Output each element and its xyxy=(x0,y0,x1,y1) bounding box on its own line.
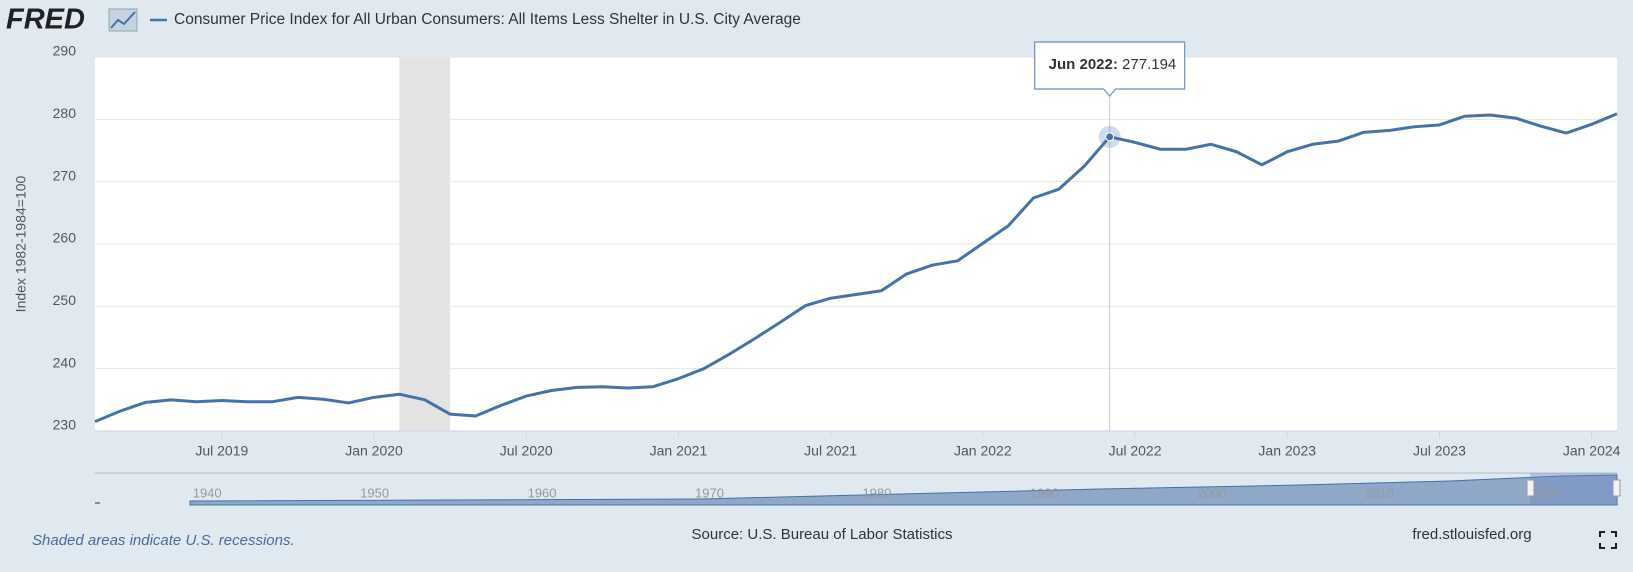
tooltip-value: 277.194 xyxy=(1122,56,1176,73)
navigator-tick-label: 2010 xyxy=(1365,485,1394,500)
tooltip-box xyxy=(1034,41,1186,97)
tooltip-sep: : xyxy=(1113,56,1122,73)
x-tick-label: Jul 2023 xyxy=(1413,443,1466,459)
navigator-tick-label: 1970 xyxy=(695,485,724,500)
tooltip-text: Jun 2022: 277.194 xyxy=(1049,56,1177,73)
navigator-tick-label: 2000 xyxy=(1197,485,1226,500)
navigator-tick-label: 1940 xyxy=(193,485,222,500)
y-tick-label: 230 xyxy=(53,417,77,433)
x-tick-label: Jan 2020 xyxy=(345,443,403,459)
legend-label: Consumer Price Index for All Urban Consu… xyxy=(174,11,801,28)
y-tick-label: 280 xyxy=(53,105,77,121)
y-tick-label: 240 xyxy=(53,354,77,370)
navigator-tick-label: 2020 xyxy=(1532,485,1561,500)
navigator-series xyxy=(189,474,1618,506)
logo-icon xyxy=(108,8,138,32)
fullscreen-button[interactable] xyxy=(1599,531,1617,549)
navigator-handle[interactable] xyxy=(1526,479,1535,497)
x-tick-label: Jan 2021 xyxy=(650,443,708,459)
navigator-tick-label: 1950 xyxy=(360,485,389,500)
x-tick-label: Jul 2020 xyxy=(500,443,553,459)
navigator-handle[interactable] xyxy=(1612,479,1621,497)
navigator-tick-label: 1960 xyxy=(528,485,557,500)
x-tick-label: Jul 2021 xyxy=(804,443,857,459)
x-tick-label: Jan 2023 xyxy=(1258,443,1316,459)
series-line xyxy=(94,112,1618,424)
y-axis-label: Index 1982-1984=100 xyxy=(13,175,29,312)
source: Source: U.S. Bureau of Labor Statistics xyxy=(692,526,953,543)
x-tick-label: Jan 2024 xyxy=(1563,443,1621,459)
y-tick-label: 290 xyxy=(53,43,77,59)
y-tick-label: 270 xyxy=(53,167,77,183)
x-tick-label: Jul 2022 xyxy=(1109,443,1162,459)
x-tick-label: Jul 2019 xyxy=(195,443,248,459)
navigator-selection[interactable] xyxy=(1530,473,1617,505)
site-link[interactable]: fred.stlouisfed.org xyxy=(1412,526,1531,543)
plot: 230 240 250 260 270 280 290 Jul 2019 Jan 2020 Jul… xyxy=(53,41,1621,459)
y-tick-label: 250 xyxy=(53,292,77,308)
tooltip-date: Jun 2022 xyxy=(1049,56,1113,73)
navigator: 1940 1950 1960 1970 1980 1990 2000 2010 2020 xyxy=(193,485,1561,500)
hover-point xyxy=(1105,132,1115,142)
x-tick-label: Jan 2022 xyxy=(954,443,1012,459)
y-tick-label: 260 xyxy=(53,230,77,246)
brand-logo: FRED xyxy=(6,4,85,36)
navigator-tick-label: 1990 xyxy=(1030,485,1059,500)
recession-note: Shaded areas indicate U.S. recessions. xyxy=(32,532,295,549)
navigator-tick-label: 1980 xyxy=(862,485,891,500)
